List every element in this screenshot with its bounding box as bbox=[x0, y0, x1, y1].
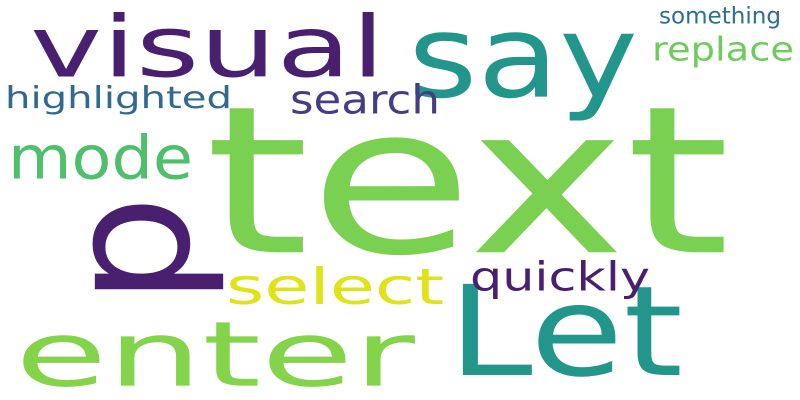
word-enter: enter bbox=[15, 301, 415, 400]
word-mode: mode bbox=[8, 122, 193, 193]
word-select: select bbox=[226, 257, 444, 316]
word-text: text bbox=[205, 61, 730, 302]
word-replace: replace bbox=[652, 30, 794, 69]
word-something: something bbox=[659, 1, 781, 29]
word-highlighted: highlighted bbox=[5, 80, 232, 116]
word-quickly: quickly bbox=[470, 253, 650, 301]
word-p: p bbox=[29, 195, 229, 305]
word-say: say bbox=[408, 0, 638, 125]
word-visual: visual bbox=[30, 0, 385, 97]
word-search: search bbox=[290, 76, 440, 124]
word-let: Let bbox=[448, 258, 683, 400]
